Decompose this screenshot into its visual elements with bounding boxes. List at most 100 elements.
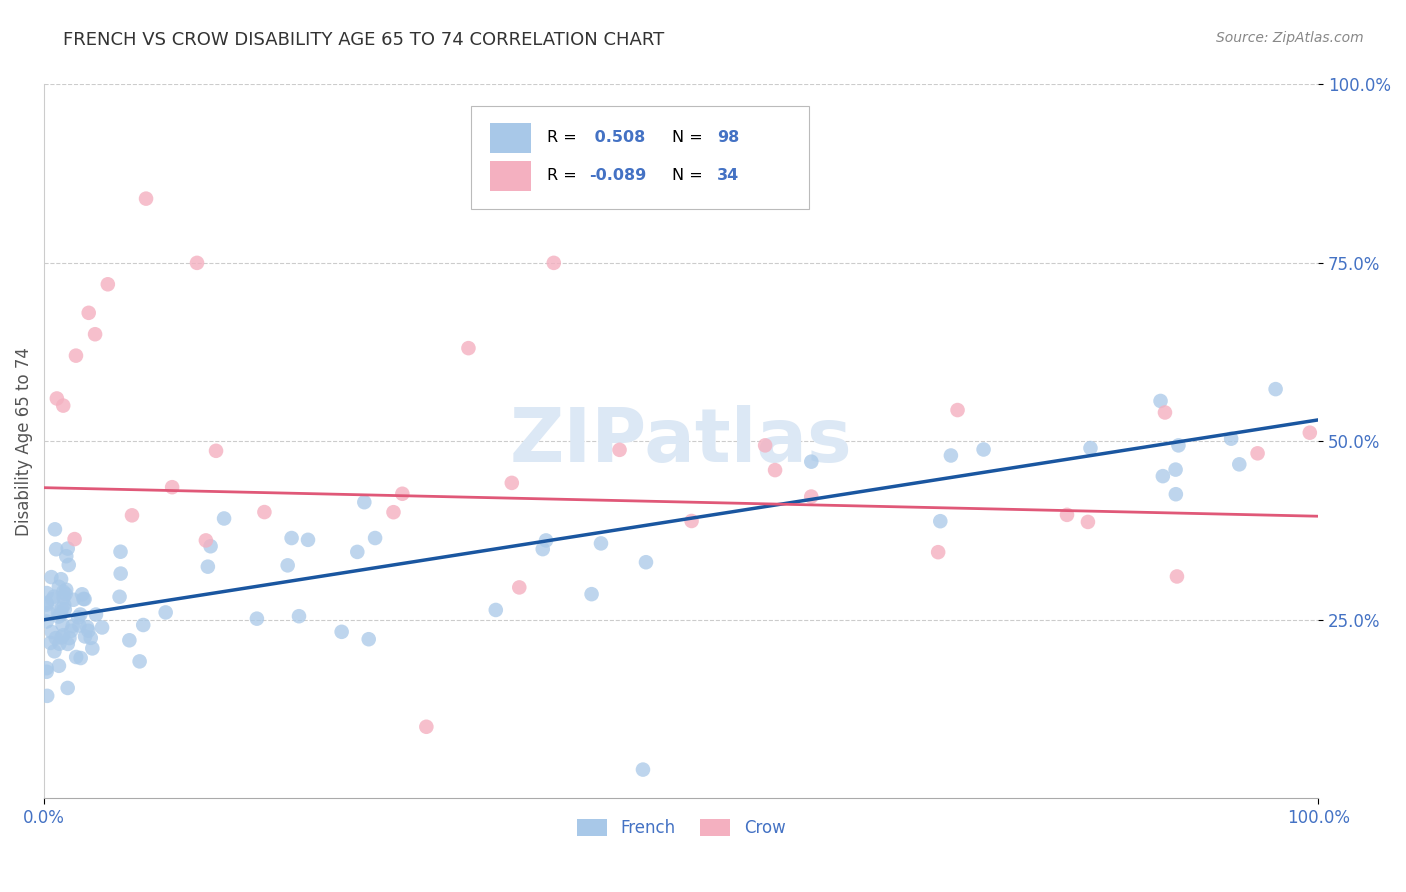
Text: R =: R = bbox=[547, 130, 582, 145]
Point bbox=[246, 612, 269, 626]
Point bbox=[927, 545, 949, 559]
Point bbox=[135, 192, 157, 206]
Point bbox=[51, 631, 73, 645]
Point bbox=[65, 650, 87, 665]
Point bbox=[48, 580, 70, 594]
Point bbox=[67, 618, 90, 632]
Point bbox=[110, 566, 132, 581]
Point bbox=[1077, 515, 1099, 529]
Point bbox=[1167, 438, 1189, 452]
Text: 98: 98 bbox=[717, 130, 740, 145]
Point bbox=[391, 487, 413, 501]
Point bbox=[1056, 508, 1078, 522]
Point bbox=[346, 545, 368, 559]
Point bbox=[70, 587, 93, 601]
Point bbox=[110, 545, 132, 559]
Text: Source: ZipAtlas.com: Source: ZipAtlas.com bbox=[1216, 31, 1364, 45]
Point bbox=[51, 617, 73, 632]
Point bbox=[84, 607, 107, 622]
Point bbox=[52, 591, 75, 605]
Point bbox=[364, 531, 387, 545]
Point bbox=[48, 637, 70, 651]
Point bbox=[35, 661, 58, 675]
Point bbox=[939, 449, 962, 463]
Point bbox=[609, 442, 631, 457]
Point bbox=[800, 490, 823, 504]
Point bbox=[80, 631, 103, 645]
Point bbox=[353, 495, 375, 509]
Point bbox=[534, 533, 557, 548]
Point bbox=[132, 618, 155, 632]
Text: ZIPatlas: ZIPatlas bbox=[510, 405, 852, 478]
Point bbox=[253, 505, 276, 519]
Point bbox=[118, 633, 141, 648]
Point bbox=[186, 256, 208, 270]
Point bbox=[60, 624, 83, 638]
Point bbox=[52, 628, 75, 642]
Point bbox=[581, 587, 603, 601]
Point bbox=[382, 505, 405, 519]
Point bbox=[48, 658, 70, 673]
Point bbox=[929, 514, 952, 528]
Point bbox=[457, 341, 479, 355]
Point bbox=[160, 480, 183, 494]
Point bbox=[1154, 405, 1177, 419]
Point bbox=[41, 570, 63, 584]
Point bbox=[73, 630, 96, 644]
Point bbox=[41, 592, 63, 607]
Point bbox=[69, 651, 91, 665]
Point bbox=[297, 533, 319, 547]
Point bbox=[531, 542, 554, 557]
Point bbox=[200, 539, 222, 553]
Point bbox=[1246, 446, 1268, 460]
Point bbox=[277, 558, 299, 573]
Point bbox=[55, 549, 77, 564]
Point bbox=[41, 624, 63, 639]
Point bbox=[973, 442, 995, 457]
Point bbox=[52, 584, 75, 599]
Point bbox=[35, 586, 58, 600]
Y-axis label: Disability Age 65 to 74: Disability Age 65 to 74 bbox=[15, 347, 32, 536]
Point bbox=[501, 475, 523, 490]
Legend: French, Crow: French, Crow bbox=[571, 812, 792, 843]
Point bbox=[58, 631, 80, 645]
Point bbox=[330, 624, 353, 639]
Point bbox=[77, 624, 100, 638]
Point bbox=[108, 590, 131, 604]
Point bbox=[67, 610, 90, 624]
Point bbox=[44, 522, 66, 536]
Text: 34: 34 bbox=[717, 169, 740, 183]
Text: R =: R = bbox=[547, 169, 582, 183]
Point bbox=[91, 620, 114, 634]
Point bbox=[280, 531, 302, 545]
Point bbox=[97, 277, 120, 292]
Point bbox=[1220, 432, 1243, 446]
Point bbox=[946, 403, 969, 417]
Point bbox=[39, 636, 62, 650]
Point bbox=[48, 609, 70, 624]
Point bbox=[56, 541, 79, 556]
Point bbox=[763, 463, 786, 477]
Point bbox=[72, 591, 94, 606]
Point bbox=[51, 607, 73, 621]
Point bbox=[1152, 469, 1174, 483]
Point bbox=[800, 455, 823, 469]
Point bbox=[128, 654, 150, 668]
Point bbox=[42, 590, 65, 604]
Point bbox=[1264, 382, 1286, 396]
Point bbox=[55, 587, 77, 601]
Point bbox=[288, 609, 311, 624]
Point bbox=[53, 598, 76, 612]
Point bbox=[415, 720, 437, 734]
Point bbox=[58, 558, 80, 572]
FancyBboxPatch shape bbox=[491, 123, 531, 153]
Point bbox=[65, 349, 87, 363]
Point bbox=[37, 689, 59, 703]
Point bbox=[194, 533, 217, 548]
Point bbox=[754, 438, 776, 452]
Point bbox=[35, 596, 58, 610]
Text: FRENCH VS CROW DISABILITY AGE 65 TO 74 CORRELATION CHART: FRENCH VS CROW DISABILITY AGE 65 TO 74 C… bbox=[63, 31, 665, 49]
Point bbox=[63, 532, 86, 546]
Text: -0.089: -0.089 bbox=[589, 169, 647, 183]
Point bbox=[485, 603, 508, 617]
